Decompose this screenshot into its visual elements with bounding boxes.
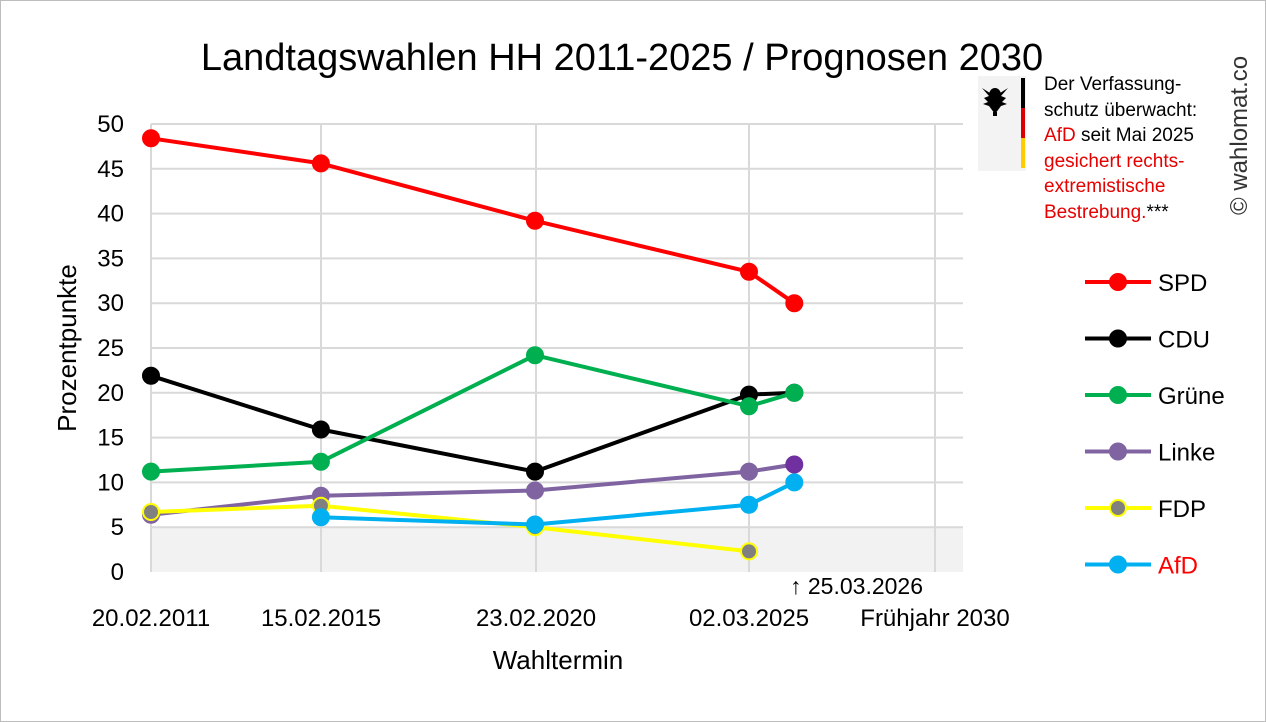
y-tick-label: 35 (97, 245, 124, 272)
verfassungsschutz-note: Der Verfassung- schutz überwacht: AfD se… (1044, 72, 1234, 225)
y-tick-label: 20 (97, 380, 124, 407)
legend-label-linke: Linke (1158, 440, 1215, 467)
legend-label-spd: SPD (1158, 270, 1207, 297)
x-tick-label: 20.02.2011 (92, 605, 210, 632)
y-tick-label: 15 (97, 425, 124, 452)
data-point-fdp (740, 542, 758, 561)
series-line-cdu (150, 373, 795, 474)
series-line-fdp (150, 503, 750, 554)
note-stars: *** (1146, 201, 1169, 223)
watermark-text: © wahlomat.co (1226, 55, 1253, 215)
legend-label-fdp: FDP (1158, 496, 1206, 523)
data-point-spd (526, 211, 544, 230)
data-point-fdp (142, 503, 160, 521)
data-point-linke (785, 455, 804, 474)
y-axis-title: Prozentpunkte (52, 264, 82, 432)
data-point-spd (142, 129, 160, 148)
x-tick-label: 02.03.2025 (689, 605, 809, 632)
note-bestrebung: Bestrebung. (1044, 201, 1147, 223)
data-point-cdu (142, 366, 160, 385)
data-point-cdu (526, 462, 544, 481)
y-tick-label: 50 (97, 111, 124, 138)
data-point-linke (740, 462, 758, 481)
date-annotation: ↑ 25.03.2026 (790, 573, 923, 599)
legend-marker-grüne (1109, 386, 1127, 404)
data-point-afd (740, 495, 758, 514)
y-tick-label: 40 (97, 201, 124, 228)
note-line-1: Der Verfassung- (1044, 74, 1182, 95)
note-line-6: Bestrebung.*** (1044, 200, 1234, 226)
legend-marker-linke (1109, 442, 1127, 461)
data-point-afd (785, 473, 804, 492)
note-afd: AfD (1044, 125, 1076, 146)
legend-label-cdu: CDU (1158, 327, 1210, 354)
y-tick-label: 25 (97, 335, 124, 362)
x-axis-title: Wahltermin (493, 645, 624, 675)
data-point-spd (740, 262, 758, 281)
legend-marker-fdp (1109, 499, 1127, 517)
data-point-spd (785, 294, 804, 313)
note-line-3: AfD seit Mai 2025 (1044, 123, 1234, 149)
data-point-grüne (142, 462, 160, 481)
federal-eagle-icon (978, 76, 1026, 171)
note-line-4: gesichert rechts- (1044, 150, 1185, 172)
data-point-grüne (785, 383, 804, 402)
series-line-spd (150, 136, 796, 305)
legend-label-afd: AfD (1158, 553, 1198, 580)
data-point-spd (311, 154, 330, 173)
y-tick-label: 45 (97, 156, 124, 183)
data-point-afd (311, 508, 330, 527)
y-tick-label: 5 (111, 514, 124, 541)
y-tick-label: 0 (111, 559, 124, 586)
series-line-afd (320, 480, 796, 527)
legend-marker-cdu (1109, 329, 1127, 348)
y-tick-label: 10 (97, 469, 124, 496)
data-point-linke (526, 481, 544, 500)
note-line-5: extremistische (1044, 176, 1166, 197)
x-tick-label: 15.02.2015 (261, 605, 381, 632)
note-since: seit Mai 2025 (1075, 125, 1194, 146)
x-tick-label: Frühjahr 2030 (860, 605, 1009, 632)
legend-marker-afd (1109, 555, 1127, 574)
legend-marker-spd (1109, 273, 1127, 291)
legend-label-grüne: Grüne (1158, 383, 1225, 410)
data-point-afd (526, 515, 544, 534)
y-tick-label: 30 (97, 290, 124, 317)
data-point-grüne (311, 452, 330, 471)
data-point-grüne (740, 397, 758, 416)
data-point-cdu (311, 420, 330, 439)
chart-title: Landtagswahlen HH 2011-2025 / Prognosen … (201, 37, 1043, 79)
data-point-grüne (526, 346, 544, 365)
shaded-band (151, 527, 963, 572)
note-line-2: schutz überwacht: (1044, 99, 1198, 121)
x-tick-label: 23.02.2020 (476, 605, 596, 632)
